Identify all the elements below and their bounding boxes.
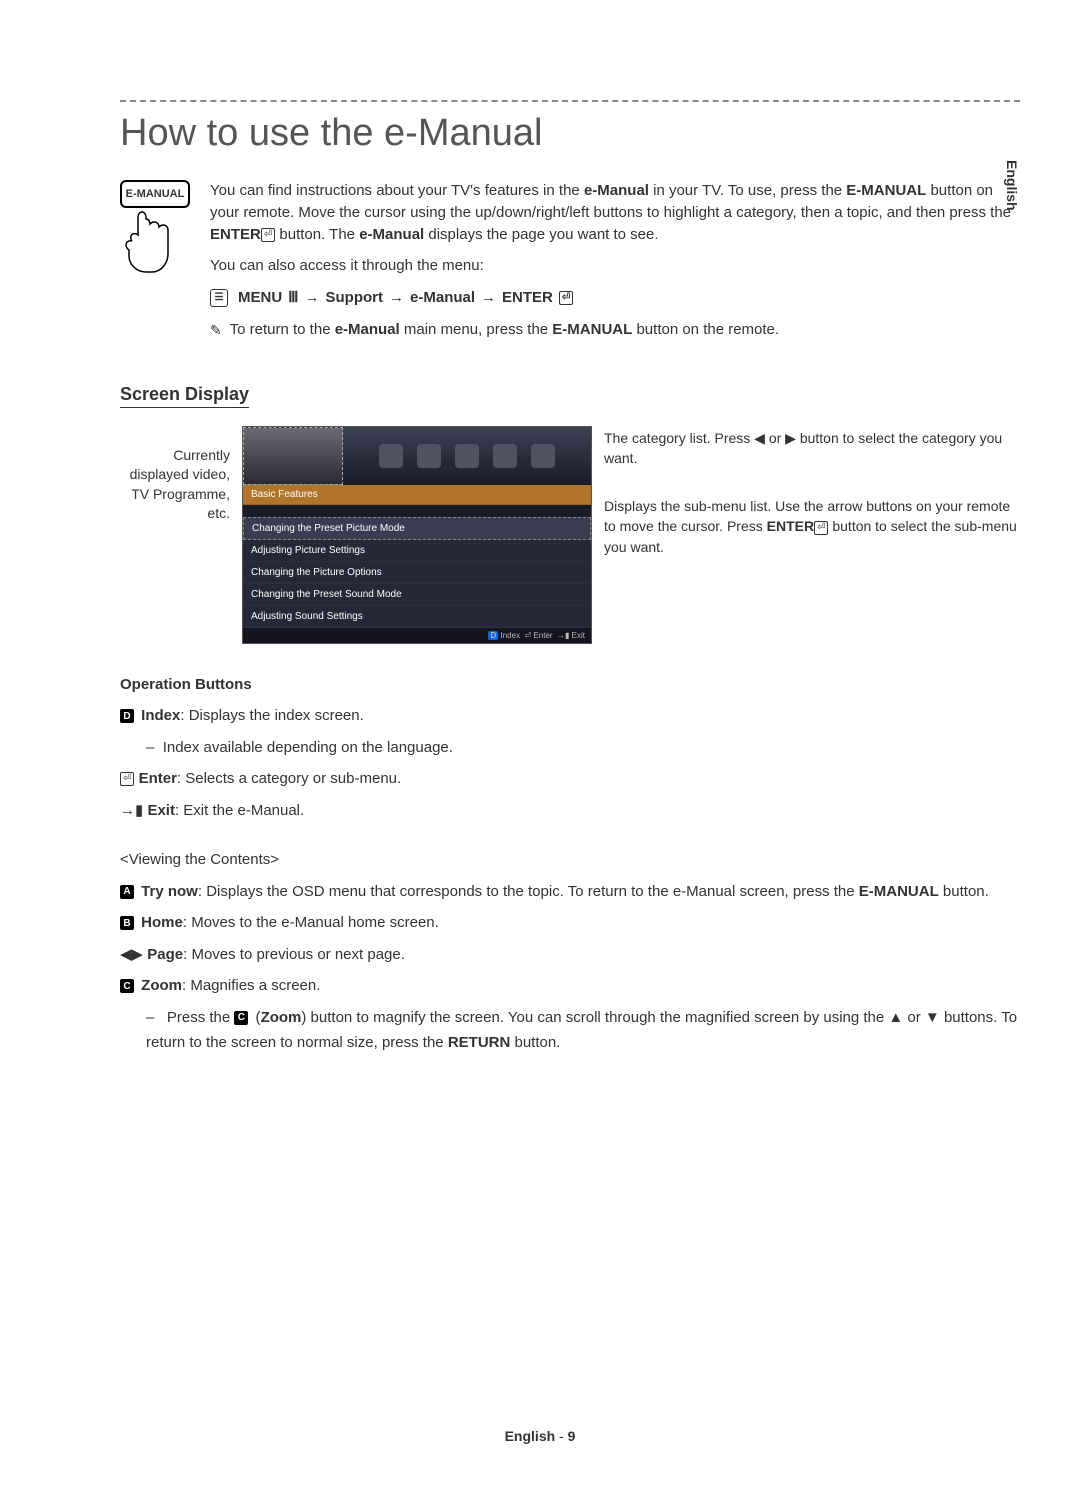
enter-icon: ⏎ xyxy=(814,521,828,535)
page-desc: : Moves to previous or next page. xyxy=(183,946,405,963)
trynow-badge: A xyxy=(120,885,134,899)
page-title: How to use the e-Manual xyxy=(120,112,1020,155)
intro-p1-i: displays the page you want to see. xyxy=(424,226,658,243)
enter-label: Enter xyxy=(139,770,177,787)
exit-icon: →▮ xyxy=(120,802,143,819)
right-caption-submenu-b: ENTER xyxy=(767,518,814,534)
menu-osd-icon: ☰ xyxy=(210,289,228,307)
intro-text: You can find instructions about your TV'… xyxy=(210,180,1020,351)
page-label: Page xyxy=(147,946,183,963)
home-desc: : Moves to the e-Manual home screen. xyxy=(183,914,439,931)
screen-display-heading: Screen Display xyxy=(120,384,249,408)
trynow-label: Try now xyxy=(141,883,198,900)
tv-footer: D Index ⏎ Enter →▮ Exit xyxy=(243,628,591,643)
tv-menu-item: Adjusting Sound Settings xyxy=(243,606,591,628)
intro-p1-g: button. The xyxy=(275,226,359,243)
viewing-heading: <Viewing the Contents> xyxy=(120,847,1020,873)
category-icon xyxy=(531,444,555,468)
tv-footer-enter: Enter xyxy=(533,631,552,640)
enter-desc: : Selects a category or sub-menu. xyxy=(177,770,401,787)
footer-page-num: 9 xyxy=(568,1428,576,1444)
intro-p1-c: in your TV. To use, press the xyxy=(649,182,846,199)
trynow-desc-a: : Displays the OSD menu that corresponds… xyxy=(198,883,859,900)
intro-p1-a: You can find instructions about your TV'… xyxy=(210,182,584,199)
footer-lang: English xyxy=(505,1428,556,1444)
menu-path-3: ENTER xyxy=(502,287,553,309)
intro-return-c: main menu, press the xyxy=(400,321,553,338)
remote-e-manual-icon: E-MANUAL xyxy=(120,180,192,351)
index-label: Index xyxy=(141,707,180,724)
top-divider xyxy=(120,100,1020,102)
index-sub: Index available depending on the languag… xyxy=(163,739,453,756)
tv-category-icons xyxy=(343,427,591,485)
tv-menu-item: Adjusting Picture Settings xyxy=(243,540,591,562)
zoom-sub-d: RETURN xyxy=(448,1034,511,1051)
category-icon xyxy=(417,444,441,468)
left-caption: Currently displayed video, TV Programme,… xyxy=(120,426,230,524)
operation-buttons-heading: Operation Buttons xyxy=(120,672,1020,698)
zoom-sub-b: Zoom xyxy=(261,1009,302,1026)
page-icon: ◀▶ xyxy=(120,946,143,963)
category-icon xyxy=(455,444,479,468)
tv-footer-index: Index xyxy=(501,631,521,640)
enter-icon: ⏎ xyxy=(120,772,134,786)
intro-p1-h: e-Manual xyxy=(359,226,424,243)
intro-p1-b: e-Manual xyxy=(584,182,649,199)
intro-return-a: To return to the xyxy=(230,321,335,338)
note-icon: ✎ xyxy=(210,320,222,340)
category-icon xyxy=(493,444,517,468)
intro-p1-d: E-MANUAL xyxy=(846,182,926,199)
zoom-sub-badge: C xyxy=(234,1011,248,1025)
home-badge: B xyxy=(120,916,134,930)
home-label: Home xyxy=(141,914,183,931)
language-side-label: English xyxy=(1004,160,1020,211)
category-icon xyxy=(379,444,403,468)
intro-return-d: E-MANUAL xyxy=(552,321,632,338)
hand-icon xyxy=(120,210,175,275)
tv-category-tab: Basic Features xyxy=(243,485,591,505)
menu-path-0: MENU xyxy=(238,287,282,309)
tv-menu-item: Changing the Preset Picture Mode xyxy=(243,517,591,540)
tv-menu-item: Changing the Preset Sound Mode xyxy=(243,584,591,606)
intro-p1-f: ENTER xyxy=(210,226,261,243)
trynow-desc-c: button. xyxy=(939,883,989,900)
exit-label: Exit xyxy=(147,802,175,819)
index-badge: D xyxy=(120,709,134,723)
tv-video-preview xyxy=(243,427,343,485)
right-caption-category: The category list. Press ◀ or ▶ button t… xyxy=(604,426,1020,469)
remote-button-label: E-MANUAL xyxy=(120,180,190,208)
zoom-sub-e: button. xyxy=(510,1034,560,1051)
exit-desc: : Exit the e-Manual. xyxy=(175,802,304,819)
tv-footer-exit: Exit xyxy=(572,631,585,640)
zoom-label: Zoom xyxy=(141,977,182,994)
enter-icon: ⏎ xyxy=(261,228,275,242)
tv-screen-illustration: Basic Features Changing the Preset Pictu… xyxy=(242,426,592,644)
menu-path-1: Support xyxy=(326,287,384,309)
zoom-desc: : Magnifies a screen. xyxy=(182,977,320,994)
intro-return-e: button on the remote. xyxy=(632,321,779,338)
menu-path: ☰ MENUⅢ → Support → e-Manual → ENTER⏎ xyxy=(210,287,1020,309)
zoom-sub-a: Press the xyxy=(167,1009,235,1026)
trynow-desc-b: E-MANUAL xyxy=(859,883,939,900)
menu-path-2: e-Manual xyxy=(410,287,475,309)
page-footer: English - 9 xyxy=(0,1428,1080,1444)
enter-icon: ⏎ xyxy=(559,291,573,305)
intro-p2: You can also access it through the menu: xyxy=(210,255,1020,277)
tv-menu-item: Changing the Picture Options xyxy=(243,562,591,584)
intro-return-b: e-Manual xyxy=(335,321,400,338)
zoom-badge: C xyxy=(120,979,134,993)
index-desc: : Displays the index screen. xyxy=(180,707,363,724)
